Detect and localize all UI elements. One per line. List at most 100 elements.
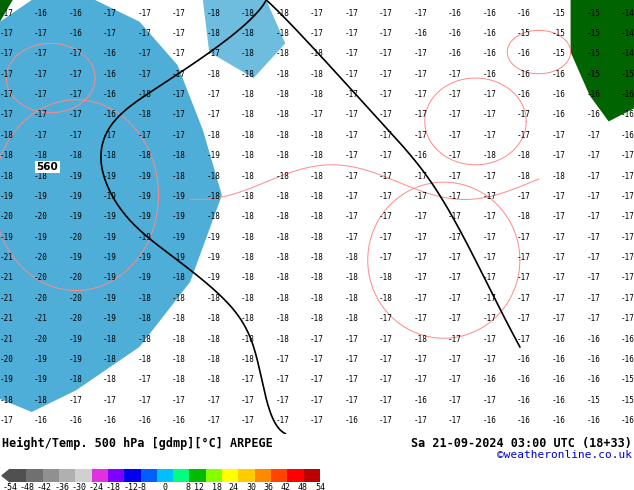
Text: -17: -17 — [0, 90, 13, 99]
Text: -16: -16 — [345, 416, 358, 425]
Text: -16: -16 — [413, 29, 427, 38]
Bar — [141, 469, 157, 482]
Text: -17: -17 — [345, 131, 358, 140]
Text: -16: -16 — [517, 8, 531, 18]
Text: -18: -18 — [241, 49, 255, 58]
Text: -17: -17 — [379, 70, 393, 79]
Text: -17: -17 — [621, 294, 634, 303]
Text: -17: -17 — [482, 314, 496, 323]
Text: -19: -19 — [68, 192, 82, 201]
Text: -18: -18 — [276, 8, 289, 18]
Text: -18: -18 — [0, 131, 13, 140]
Text: -16: -16 — [552, 375, 566, 384]
Text: 30: 30 — [246, 483, 256, 490]
Text: -17: -17 — [379, 253, 393, 262]
Text: -18: -18 — [345, 273, 358, 282]
Text: -17: -17 — [482, 335, 496, 343]
Text: -16: -16 — [621, 90, 634, 99]
Text: 36: 36 — [263, 483, 273, 490]
Text: -19: -19 — [207, 233, 221, 242]
Text: -19: -19 — [103, 273, 117, 282]
Text: -16: -16 — [517, 49, 531, 58]
Text: -17: -17 — [448, 172, 462, 180]
Text: -19: -19 — [138, 172, 152, 180]
Text: -17: -17 — [482, 273, 496, 282]
Bar — [75, 469, 91, 482]
Text: -18: -18 — [345, 253, 358, 262]
Text: -14: -14 — [621, 8, 634, 18]
Text: -17: -17 — [138, 396, 152, 405]
Text: -17: -17 — [310, 375, 324, 384]
Text: -16: -16 — [34, 8, 48, 18]
Text: -18: -18 — [241, 233, 255, 242]
Text: -17: -17 — [482, 294, 496, 303]
Text: -17: -17 — [586, 314, 600, 323]
Text: -18: -18 — [34, 151, 48, 160]
Text: -17: -17 — [0, 70, 13, 79]
Text: -18: -18 — [276, 90, 289, 99]
Text: Height/Temp. 500 hPa [gdmp][°C] ARPEGE: Height/Temp. 500 hPa [gdmp][°C] ARPEGE — [2, 437, 273, 450]
Text: -17: -17 — [68, 70, 82, 79]
Text: -18: -18 — [345, 314, 358, 323]
Text: -8: -8 — [137, 483, 147, 490]
Text: -17: -17 — [448, 375, 462, 384]
Text: -17: -17 — [448, 212, 462, 221]
Text: -17: -17 — [517, 253, 531, 262]
Text: -18: -18 — [103, 375, 117, 384]
Text: -18: -18 — [241, 151, 255, 160]
Text: -16: -16 — [482, 375, 496, 384]
Text: -18: -18 — [517, 212, 531, 221]
Text: -17: -17 — [379, 192, 393, 201]
Text: -17: -17 — [379, 8, 393, 18]
Bar — [238, 469, 255, 482]
Text: -14: -14 — [621, 29, 634, 38]
Text: -16: -16 — [517, 355, 531, 364]
Text: -18: -18 — [241, 90, 255, 99]
Text: -18: -18 — [172, 172, 186, 180]
Text: -19: -19 — [172, 253, 186, 262]
Text: -17: -17 — [138, 131, 152, 140]
Text: -19: -19 — [207, 273, 221, 282]
Text: -17: -17 — [379, 212, 393, 221]
Text: -16: -16 — [68, 29, 82, 38]
Text: -18: -18 — [276, 233, 289, 242]
Text: -19: -19 — [68, 212, 82, 221]
Text: -19: -19 — [34, 355, 48, 364]
Text: -17: -17 — [517, 131, 531, 140]
Text: -16: -16 — [552, 70, 566, 79]
Text: -17: -17 — [482, 90, 496, 99]
Text: -18: -18 — [276, 49, 289, 58]
Text: 0: 0 — [162, 483, 167, 490]
Text: -17: -17 — [413, 294, 427, 303]
Bar — [27, 469, 42, 482]
Text: -16: -16 — [621, 131, 634, 140]
Text: -18: -18 — [241, 335, 255, 343]
Text: -17: -17 — [482, 172, 496, 180]
Text: -16: -16 — [621, 110, 634, 120]
Text: -19: -19 — [172, 212, 186, 221]
Text: -16: -16 — [34, 416, 48, 425]
Text: -19: -19 — [103, 192, 117, 201]
Text: 8: 8 — [186, 483, 190, 490]
Text: -18: -18 — [172, 355, 186, 364]
Bar — [59, 469, 75, 482]
Text: -18: -18 — [241, 294, 255, 303]
Text: ©weatheronline.co.uk: ©weatheronline.co.uk — [497, 450, 632, 461]
Text: -19: -19 — [138, 212, 152, 221]
Text: -20: -20 — [34, 253, 48, 262]
Text: -18: -18 — [207, 355, 221, 364]
Text: -19: -19 — [207, 253, 221, 262]
Text: -17: -17 — [586, 253, 600, 262]
Text: -18: -18 — [172, 335, 186, 343]
Text: -17: -17 — [413, 355, 427, 364]
Text: -16: -16 — [103, 416, 117, 425]
Text: -17: -17 — [586, 212, 600, 221]
Text: -19: -19 — [0, 192, 13, 201]
Text: -19: -19 — [172, 233, 186, 242]
Text: -17: -17 — [103, 396, 117, 405]
Text: -17: -17 — [413, 110, 427, 120]
Text: -17: -17 — [448, 192, 462, 201]
Text: -20: -20 — [68, 233, 82, 242]
Text: -16: -16 — [586, 355, 600, 364]
Text: -17: -17 — [172, 396, 186, 405]
